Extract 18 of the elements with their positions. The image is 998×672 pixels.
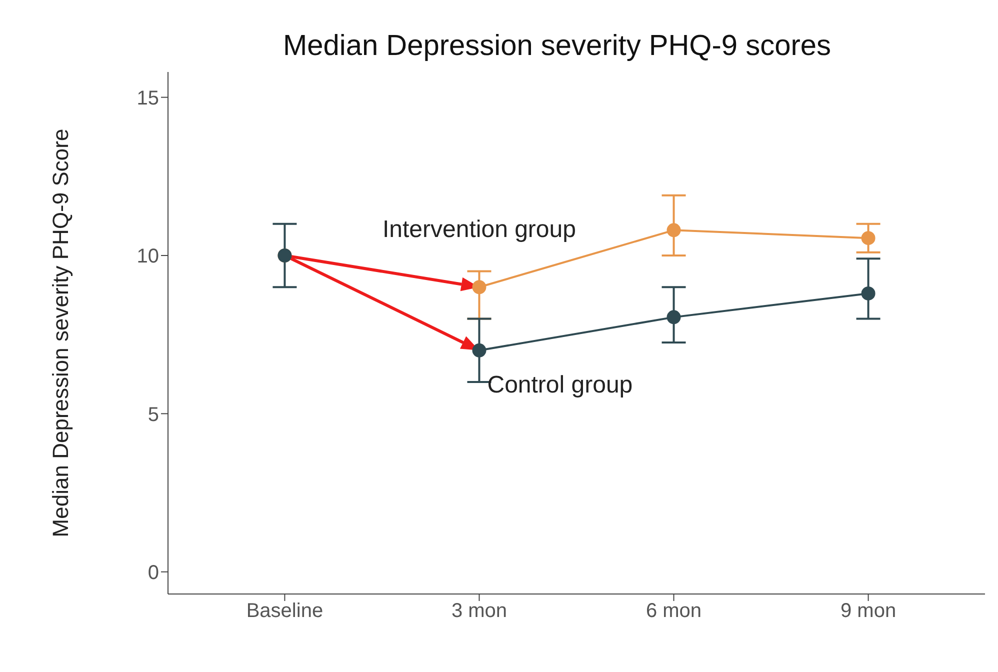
y-tick-label: 10 [136,246,159,268]
point [666,310,681,324]
point [472,280,486,294]
point [861,231,876,246]
series-label: Intervention group [382,216,576,244]
series-label: Control group [487,371,633,398]
x-tick-label: 6 mon [646,600,702,622]
x-tick-label: 3 mon [451,600,508,622]
y-tick-label: 5 [148,404,159,426]
y-tick-label: 15 [136,87,159,110]
point [861,286,876,300]
x-tick-label: Baseline [246,600,324,622]
x-tick-label: 9 mon [840,600,896,622]
chart-title: Median Depression severity PHQ-9 scores [283,30,831,63]
y-tick-label: 0 [148,562,159,584]
point [472,343,486,358]
point [666,223,681,238]
y-axis-title: Median Depression severity PHQ-9 Score [48,128,73,538]
